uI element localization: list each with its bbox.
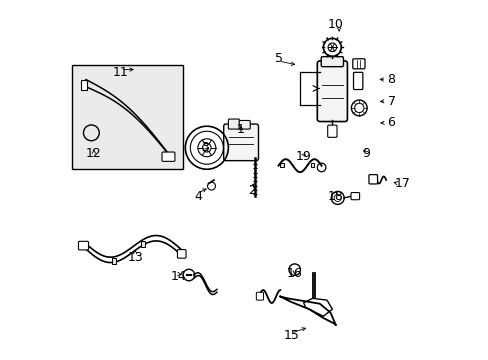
Text: 12: 12 (86, 147, 102, 159)
Bar (310, 163, 314, 167)
Text: 13: 13 (127, 251, 142, 264)
FancyBboxPatch shape (162, 152, 175, 161)
FancyBboxPatch shape (321, 57, 343, 67)
Text: 5: 5 (274, 51, 282, 64)
Text: 7: 7 (386, 95, 395, 108)
FancyBboxPatch shape (228, 119, 239, 129)
FancyBboxPatch shape (350, 193, 359, 200)
Bar (112, 258, 116, 264)
Text: 10: 10 (327, 18, 343, 31)
Bar (280, 163, 284, 167)
Text: 4: 4 (194, 190, 202, 203)
FancyBboxPatch shape (256, 292, 263, 300)
Text: 2: 2 (247, 184, 255, 197)
Text: 11: 11 (113, 66, 128, 79)
Text: 3: 3 (201, 141, 208, 154)
Text: 18: 18 (327, 190, 343, 203)
Bar (81, 80, 87, 90)
Text: 19: 19 (295, 150, 311, 163)
FancyBboxPatch shape (317, 61, 346, 122)
Text: 14: 14 (170, 270, 185, 283)
FancyBboxPatch shape (78, 241, 88, 250)
Text: 15: 15 (283, 329, 299, 342)
FancyBboxPatch shape (352, 59, 364, 69)
FancyBboxPatch shape (239, 121, 250, 129)
Bar (141, 241, 145, 247)
Text: 6: 6 (387, 116, 395, 129)
FancyBboxPatch shape (223, 124, 258, 161)
Text: 1: 1 (237, 123, 244, 136)
Text: 8: 8 (386, 73, 395, 86)
FancyBboxPatch shape (327, 125, 336, 137)
FancyBboxPatch shape (368, 175, 377, 184)
Text: 16: 16 (286, 267, 302, 280)
FancyBboxPatch shape (353, 72, 362, 90)
Text: 17: 17 (393, 177, 409, 190)
Text: 9: 9 (362, 147, 369, 159)
FancyBboxPatch shape (177, 249, 185, 258)
Bar (72, 65, 183, 169)
